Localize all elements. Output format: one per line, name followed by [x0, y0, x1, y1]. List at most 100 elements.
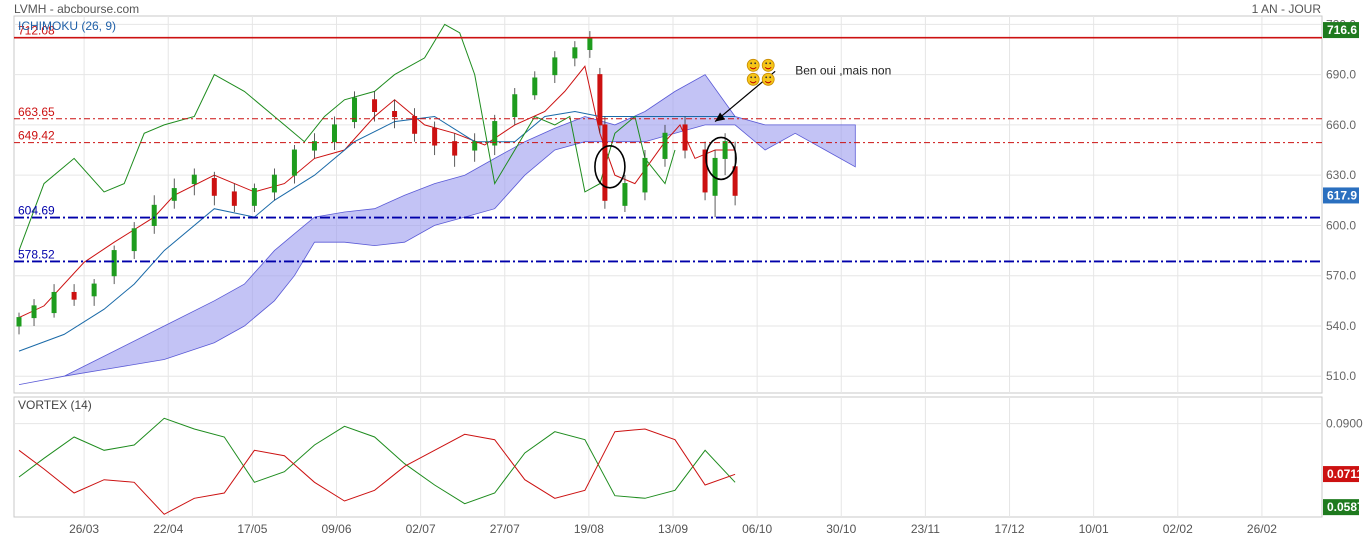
annotation-circle [594, 145, 626, 189]
x-tick-label: 17/05 [237, 522, 267, 536]
candle-body [151, 204, 157, 226]
y-tick-label: 690.0 [1326, 68, 1356, 82]
line-chikou [18, 23, 676, 251]
x-tick-label: 06/10 [742, 522, 772, 536]
reference-line-label: 663.65 [18, 105, 55, 119]
y-tick-label: 630.0 [1326, 168, 1356, 182]
vortex-panel-frame [13, 396, 1323, 518]
value-badge [1323, 499, 1359, 516]
emoji-face-icon [761, 58, 775, 72]
candle-body [662, 132, 668, 159]
candle-body [271, 174, 277, 193]
candle-body [372, 99, 378, 113]
x-tick-label: 02/02 [1163, 522, 1193, 536]
emoji-eye-icon [750, 62, 753, 65]
candle-body [91, 283, 97, 297]
candle-body [71, 291, 77, 300]
y-tick-label: 0.0900 [1326, 417, 1363, 431]
candle-body [131, 228, 137, 252]
candle-body [702, 149, 708, 193]
candle-body [622, 183, 628, 206]
candle-body [597, 74, 603, 126]
price-badge-label: 716.6 [1327, 23, 1357, 37]
chart-header-title: LVMH - abcbourse.com [14, 2, 140, 16]
emoji-eye-icon [750, 76, 753, 79]
x-tick-label: 19/08 [574, 522, 604, 536]
chart-header-period: 1 AN - JOUR [1251, 2, 1321, 16]
annotation-text: Ben oui ,mais non [795, 64, 891, 78]
annotation-arrowhead [715, 112, 726, 122]
y-tick-label: 660.0 [1326, 118, 1356, 132]
reference-line-label: 604.69 [18, 204, 55, 218]
x-tick-label: 02/07 [406, 522, 436, 536]
candle-body [392, 111, 398, 118]
vortex-title: VORTEX (14) [18, 398, 92, 412]
emoji-eye-icon [769, 76, 772, 79]
candle-body [191, 174, 197, 185]
value-badge-label: 0.0587 [1327, 500, 1364, 514]
candle-body [722, 141, 728, 159]
candle-body [251, 188, 257, 206]
candle-body [492, 121, 498, 146]
candle-body [602, 124, 608, 201]
emoji-eye-icon [754, 62, 757, 65]
x-tick-label: 22/04 [153, 522, 183, 536]
candle-body [552, 57, 558, 76]
annotation-circle [705, 136, 737, 181]
candle-body [512, 94, 518, 118]
candle-body [31, 305, 37, 319]
emoji-face-icon [746, 58, 760, 72]
candle-body [211, 178, 217, 196]
price-badge [1323, 187, 1359, 204]
candle-body [352, 97, 358, 123]
reference-line-label: 578.52 [18, 247, 55, 261]
candle-body [171, 188, 177, 201]
vortex-line-vi [18, 417, 736, 505]
value-badge [1323, 466, 1359, 483]
ichimoku-title: ICHIMOKU (26, 9) [18, 19, 116, 33]
price-badge [1323, 22, 1359, 39]
candle-body [231, 191, 237, 206]
candle-body [642, 157, 648, 193]
value-badge-label: 0.0711 [1327, 467, 1363, 481]
price-badge-label: 617.9 [1327, 188, 1357, 202]
emoji-eye-icon [765, 62, 768, 65]
x-tick-label: 13/09 [658, 522, 688, 536]
y-tick-label: 510.0 [1326, 369, 1356, 383]
candle-body [532, 77, 538, 96]
y-tick-label: 540.0 [1326, 319, 1356, 333]
candle-body [472, 141, 478, 151]
candle-body [412, 116, 418, 134]
candle-body [572, 47, 578, 59]
vortex-line-vi [18, 428, 736, 515]
emoji-mouth-icon [749, 66, 757, 70]
ichimoku-cloud [18, 74, 856, 385]
candle-body [587, 37, 593, 51]
emoji-face-icon [761, 72, 775, 86]
emoji-eye-icon [769, 62, 772, 65]
candle-body [51, 291, 57, 314]
x-tick-label: 27/07 [490, 522, 520, 536]
emoji-face-icon [746, 72, 760, 86]
x-tick-label: 30/10 [826, 522, 856, 536]
reference-line-label: 712.08 [18, 24, 55, 38]
emoji-mouth-icon [764, 66, 772, 70]
x-tick-label: 09/06 [321, 522, 351, 536]
candle-body [291, 149, 297, 176]
candle-body [452, 141, 458, 156]
x-tick-label: 23/11 [911, 522, 940, 536]
candle-body [16, 317, 22, 327]
y-tick-label: 600.0 [1326, 218, 1356, 232]
line-tenkan [18, 65, 736, 319]
emoji-mouth-icon [764, 80, 772, 84]
x-tick-label: 17/12 [995, 522, 1025, 536]
candle-body [111, 250, 117, 277]
reference-line-label: 649.42 [18, 129, 55, 143]
x-tick-label: 26/02 [1247, 522, 1277, 536]
candle-body [432, 127, 438, 146]
candle-body [331, 124, 337, 143]
y-tick-label: 570.0 [1326, 269, 1356, 283]
x-tick-label: 10/01 [1079, 522, 1109, 536]
x-tick-label: 26/03 [69, 522, 99, 536]
